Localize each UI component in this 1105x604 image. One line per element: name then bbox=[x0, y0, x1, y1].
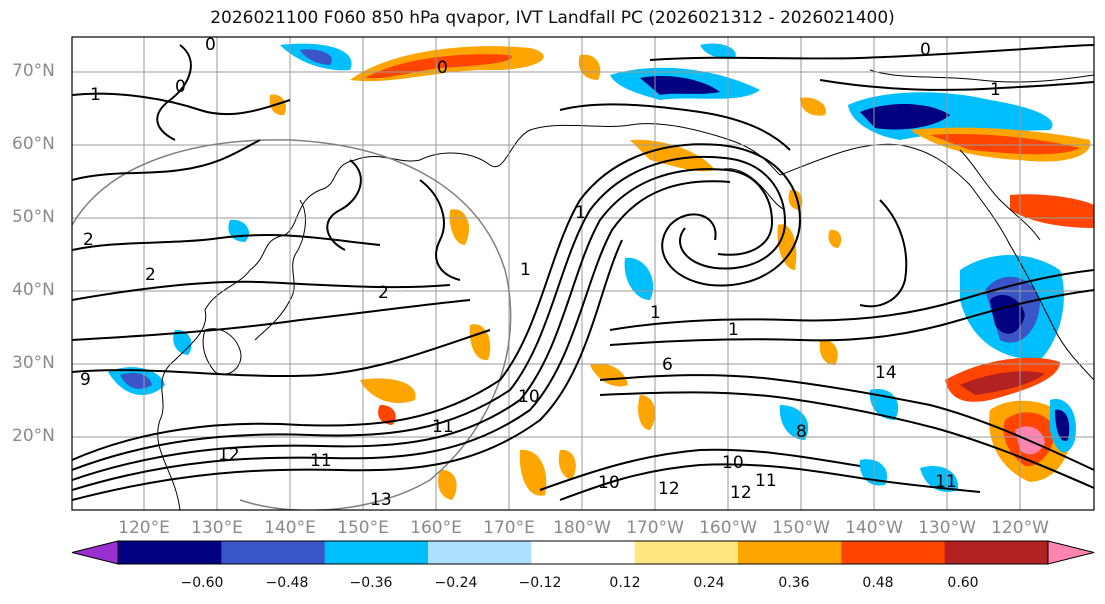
colorbar-tick: 0.48 bbox=[862, 575, 894, 591]
lon-label: 150°W bbox=[772, 518, 830, 538]
map-frame bbox=[71, 36, 1095, 511]
colorbar-tick: −0.12 bbox=[518, 575, 562, 591]
contour-label: 0 bbox=[920, 40, 931, 60]
lon-label: 120°W bbox=[991, 518, 1049, 538]
contour-label: 13 bbox=[370, 490, 392, 510]
qvapor-shading bbox=[108, 43, 1094, 500]
lon-label: 140°E bbox=[264, 518, 316, 538]
contour-label: 2 bbox=[145, 265, 156, 285]
lon-label: 140°W bbox=[845, 518, 903, 538]
contour-label: 2 bbox=[378, 283, 389, 303]
colorbar-cell bbox=[841, 541, 946, 564]
colorbar-tick: 0.24 bbox=[693, 575, 725, 591]
colorbar-cell bbox=[944, 541, 1049, 564]
map-plot-area: 0 0 0 0 1 1 1 1 1 1 2 2 2 6 8 9 10 10 10… bbox=[72, 35, 1094, 510]
contour-label: 12 bbox=[730, 483, 752, 503]
contour-label: 11 bbox=[755, 471, 777, 491]
lon-label: 130°W bbox=[918, 518, 976, 538]
colorbar-tick: 0.60 bbox=[947, 575, 979, 591]
contour-label: 1 bbox=[650, 303, 661, 323]
colorbar-cell bbox=[118, 541, 222, 564]
landfall-great-circle bbox=[72, 139, 512, 510]
contour-label: 10 bbox=[518, 387, 540, 407]
contour-label: 1 bbox=[520, 260, 531, 280]
colorbar-extend-high bbox=[1047, 540, 1095, 565]
contour-label: 1 bbox=[990, 80, 1001, 100]
colorbar-frame bbox=[117, 540, 1049, 565]
colorbar-tick: −0.36 bbox=[349, 575, 393, 591]
colorbar-extend-low bbox=[71, 540, 119, 565]
lat-label: 60°N bbox=[12, 134, 55, 154]
contour-label: 11 bbox=[310, 451, 332, 471]
colorbar-cell bbox=[531, 541, 636, 564]
colorbar-tick: 0.12 bbox=[609, 575, 641, 591]
colorbar-cell bbox=[634, 541, 739, 564]
contour-label: 0 bbox=[205, 35, 216, 55]
colorbar bbox=[71, 540, 1095, 565]
colorbar-cells bbox=[71, 540, 1095, 565]
contour-label: 1 bbox=[90, 85, 101, 105]
lat-label: 30°N bbox=[12, 353, 55, 373]
lat-label: 70°N bbox=[12, 61, 55, 81]
contour-label: 10 bbox=[598, 473, 620, 493]
lon-label: 150°E bbox=[337, 518, 389, 538]
map-title: 2026021100 F060 850 hPa qvapor, IVT Land… bbox=[210, 8, 895, 28]
contour-label: 2 bbox=[83, 230, 94, 250]
contour-label: 12 bbox=[658, 479, 680, 499]
ivt-contours bbox=[72, 44, 1094, 501]
contour-label: 1 bbox=[575, 203, 586, 223]
lat-label: 40°N bbox=[12, 280, 55, 300]
contour-label: 14 bbox=[875, 363, 897, 383]
colorbar-cell bbox=[221, 541, 326, 564]
contour-label: 6 bbox=[662, 355, 673, 375]
contour-label: 12 bbox=[218, 445, 240, 465]
colorbar-cell bbox=[428, 541, 532, 564]
colorbar-tick: −0.60 bbox=[180, 575, 224, 591]
lon-label: 120°E bbox=[118, 518, 170, 538]
colorbar-cell bbox=[324, 541, 429, 564]
lon-label: 160°E bbox=[410, 518, 462, 538]
lat-label: 50°N bbox=[12, 207, 55, 227]
contour-label: 11 bbox=[935, 472, 957, 492]
contour-label: 0 bbox=[175, 77, 186, 97]
lon-label: 130°E bbox=[191, 518, 243, 538]
contour-label: 9 bbox=[80, 370, 91, 390]
contour-label: 11 bbox=[432, 417, 454, 437]
colorbar-tick: 0.36 bbox=[778, 575, 810, 591]
lat-label: 20°N bbox=[12, 426, 55, 446]
contour-label: 10 bbox=[722, 453, 744, 473]
contour-label: 0 bbox=[437, 58, 448, 78]
lon-label: 170°W bbox=[626, 518, 684, 538]
lon-label: 160°W bbox=[699, 518, 757, 538]
colorbar-tick: −0.24 bbox=[434, 575, 478, 591]
contour-label-group: 0 0 0 0 1 1 1 1 1 1 2 2 2 6 8 9 10 10 10… bbox=[80, 35, 1001, 510]
contour-label: 1 bbox=[728, 320, 739, 340]
lon-label: 180°W bbox=[553, 518, 611, 538]
contour-label: 8 bbox=[796, 422, 807, 442]
colorbar-tick: −0.48 bbox=[265, 575, 309, 591]
lon-label: 170°E bbox=[483, 518, 535, 538]
colorbar-cell bbox=[738, 541, 842, 564]
lat-lon-grid bbox=[72, 37, 1094, 510]
